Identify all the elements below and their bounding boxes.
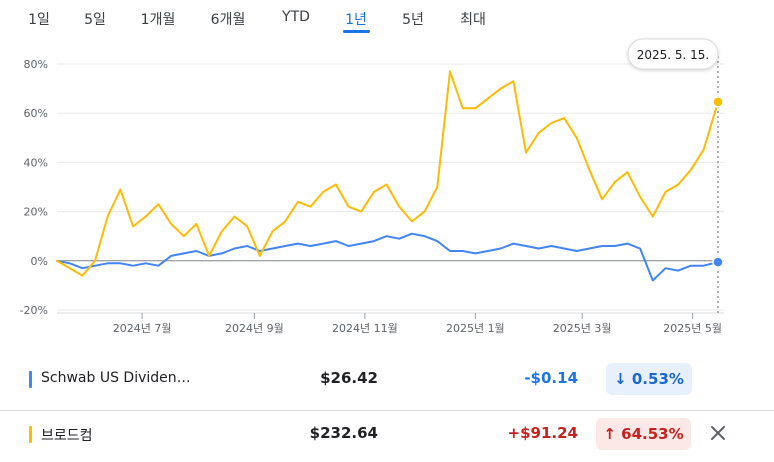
holding-name: Schwab US Dividen… — [41, 370, 191, 386]
tooltip-date: 2025. 5. 15. — [637, 48, 710, 62]
y-tick-label: 0% — [31, 255, 48, 268]
tooltip-bubble — [627, 38, 719, 70]
holding-change: -$0.14 — [524, 369, 578, 387]
holding-row-broadcom[interactable]: 브로드컴 $232.64 +$91.24 ↑ 64.53% — [0, 410, 774, 458]
holding-change: +$91.24 — [507, 424, 578, 442]
series-line-schwab — [56, 232, 719, 282]
holding-price: $232.64 — [309, 424, 378, 442]
x-tick-label: 2024년 7월 — [113, 322, 172, 335]
tab-max[interactable]: 최대 — [460, 12, 486, 28]
remove-comparison-button[interactable] — [706, 421, 730, 445]
tab-5d[interactable]: 5일 — [84, 12, 106, 28]
y-tick-label: -20% — [20, 304, 48, 317]
x-tick-label: 2024년 9월 — [225, 322, 284, 335]
x-tick-label: 2024년 11월 — [332, 322, 398, 335]
tab-ytd[interactable]: YTD — [282, 9, 310, 25]
series-color-swatch — [29, 426, 32, 443]
y-tick-label: 60% — [24, 107, 48, 120]
series-line-broadcom — [56, 70, 719, 277]
holding-price: $26.42 — [320, 369, 378, 387]
holding-percent: 0.53% — [631, 370, 684, 388]
x-tick-label: 2025년 1월 — [446, 322, 505, 335]
holding-name: 브로드컴 — [41, 428, 93, 444]
y-tick-label: 40% — [24, 156, 48, 169]
tab-1y[interactable]: 1년 — [345, 12, 367, 28]
holding-percent-badge: ↓ 0.53% — [606, 363, 692, 395]
arrow-up-icon: ↑ — [603, 425, 616, 443]
tab-5y[interactable]: 5년 — [402, 12, 424, 28]
series-end-marker-schwab — [712, 256, 724, 268]
active-tab-indicator — [343, 30, 370, 33]
arrow-down-icon: ↓ — [614, 370, 627, 388]
holding-row-schwab[interactable]: Schwab US Dividen… $26.42 -$0.14 ↓ 0.53% — [0, 356, 774, 402]
comparison-chart[interactable]: 80% 60% 40% 20% 0% -20% 2024년 7월 2024년 9월 2024년 … — [0, 36, 774, 346]
series-end-marker-broadcom — [712, 96, 724, 108]
tab-6m[interactable]: 6개월 — [210, 12, 246, 28]
holding-percent-badge: ↑ 64.53% — [596, 418, 691, 450]
close-icon — [711, 426, 725, 440]
y-tick-label: 80% — [24, 58, 48, 71]
tab-1m[interactable]: 1개월 — [140, 12, 176, 28]
y-tick-label: 20% — [24, 206, 48, 219]
range-tabs: 1일 5일 1개월 6개월 YTD 1년 5년 최대 — [0, 0, 774, 36]
tab-1d[interactable]: 1일 — [28, 12, 50, 28]
series-color-swatch — [29, 371, 32, 388]
x-tick-label: 2025년 5월 — [663, 322, 722, 335]
x-tick-label: 2025년 3월 — [553, 322, 612, 335]
holding-percent: 64.53% — [621, 425, 684, 443]
